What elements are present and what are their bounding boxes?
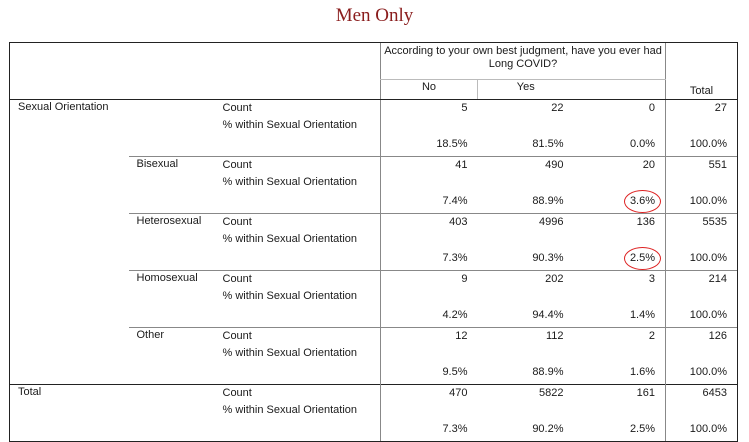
stat-label-pct: % within Sexual Orientation [222,290,358,302]
cell-grand-total: 6453 [665,384,739,403]
column-question-header: According to your own best judgment, hav… [380,42,666,80]
column-header-total: Total [665,42,739,100]
cell-pct: 1.6% [629,366,656,378]
stat-label-count: Count [219,270,381,289]
cell-count: 41 [380,156,478,175]
cell-pct-circled: 2.5% [574,232,666,271]
cell-count: 136 [573,213,666,232]
cell-count-no: 5 [380,99,478,118]
cell-count-yes: 22 [551,102,564,114]
stat-label-pct: % within Sexual Orientation [222,347,358,359]
total-row-label: Total [9,384,220,442]
cell-pct: 18.5% [380,118,478,157]
cell-count-total: 214 [665,270,739,289]
crosstab-table: According to your own best judgment, hav… [8,42,739,442]
stat-label-pct: % within Sexual Orientation [222,119,358,131]
cell-count: 3 [573,270,666,289]
stat-label-count: Count [219,384,381,403]
cell-count: 403 [380,213,478,232]
cell-pct: 7.4% [380,175,478,214]
corner-cell [8,42,381,100]
cell-count-yes: 0 [648,102,656,114]
cell-count-total: 126 [665,327,739,346]
cell-count-total: 551 [665,156,739,175]
cell-pct: 88.9% [532,195,564,207]
red-circle-annotation: 3.6% [623,190,662,213]
cell-total-pct: 7.3% [380,403,478,442]
stat-label-pct: % within Sexual Orientation [222,233,358,245]
column-header-yes: Yes [477,79,574,100]
cell-total-pct: 90.2% [477,403,574,442]
group-label [129,100,220,157]
cell-count: 20 [573,156,666,175]
group-label: Heterosexual [128,213,220,271]
cell-pct: 94.4% [532,309,564,321]
cell-pct-circled: 3.6% [574,175,666,214]
cell-count: 490 [477,156,574,175]
stat-label-count: Count [219,327,381,346]
group-label: Homosexual [128,270,220,328]
cell-count: 12 [380,327,478,346]
row-variable-label: Sexual Orientation [9,99,129,385]
cell-pct-total: 100.0% [665,232,739,271]
cell-pct: 7.3% [380,232,478,271]
cell-count: 2 [573,327,666,346]
cell-pct-total: 100.0% [665,289,739,328]
red-circle-annotation: 2.5% [623,247,662,270]
column-header-no: No [380,79,478,100]
cell-total-count: 161 [573,384,666,403]
cell-count: 202 [477,270,574,289]
cell-count-total: 27 [665,99,739,118]
cell-count-total: 5535 [665,213,739,232]
page-title: Men Only [335,5,414,26]
cell-count: 9 [380,270,478,289]
stat-label-pct: % within Sexual Orientation [219,403,381,442]
cell-pct: 81.5% [532,138,564,150]
cell-pct: 88.9% [532,366,564,378]
cell-pct: 90.3% [532,252,564,264]
column-header-yes-spacer [573,79,666,100]
cell-total-count: 470 [380,384,478,403]
cell-pct: 0.0% [629,138,656,150]
cell-pct: 9.5% [380,346,478,385]
group-label: Other [128,327,220,385]
cell-count: 4996 [477,213,574,232]
cell-total-pct-total: 100.0% [665,403,739,442]
cell-total-pct: 2.5% [573,403,666,442]
cell-pct-total: 100.0% [665,175,739,214]
cell-pct: 4.2% [380,289,478,328]
stat-label-count: Count [222,102,252,114]
cell-pct: 1.4% [629,309,656,321]
stat-label-count: Count [219,213,381,232]
cell-total-count: 5822 [477,384,574,403]
cell-pct-total: 100.0% [665,346,739,385]
group-label: Bisexual [128,156,220,214]
stat-label-count: Count [219,156,381,175]
stat-label-pct: % within Sexual Orientation [222,176,358,188]
cell-count: 112 [477,327,574,346]
cell-pct-total: 100.0% [665,118,739,157]
